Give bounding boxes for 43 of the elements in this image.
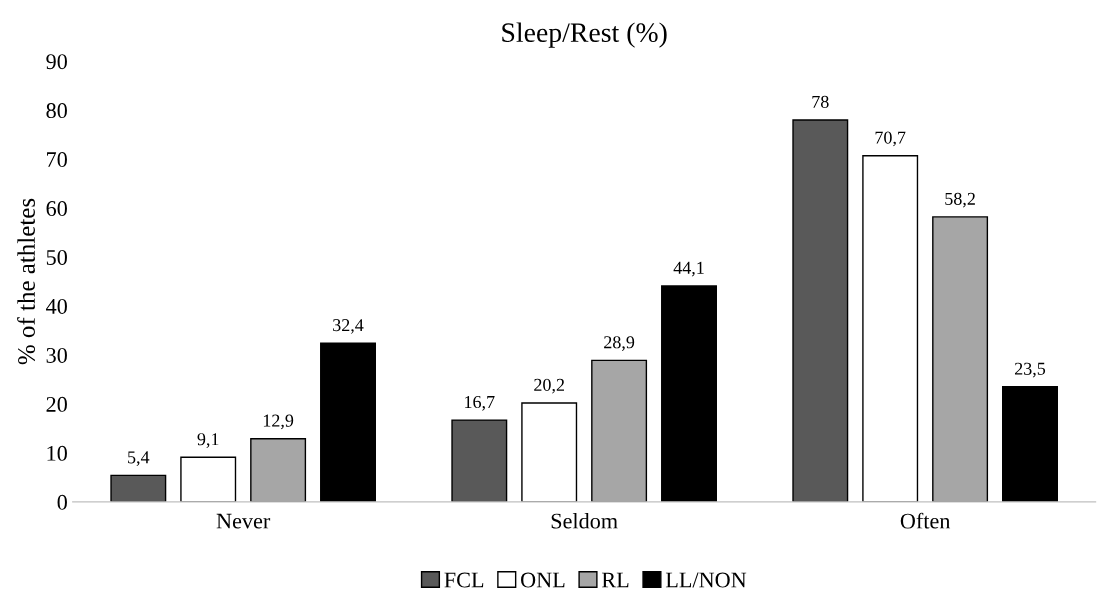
legend-label: LL/NON [665,572,747,588]
bar [862,154,919,502]
data-label: 12,9 [263,414,294,430]
bar [180,456,237,502]
y-tick-label: 40 [46,298,67,314]
y-tick-label: 80 [46,103,67,119]
bar [1002,386,1058,502]
bar [110,474,167,502]
data-label: 44,1 [673,261,704,277]
data-label: 28,9 [604,336,635,351]
legend-label: FCL [444,572,484,588]
y-tick-label: 20 [46,396,67,412]
data-label: 78 [812,95,829,108]
bar [661,285,717,502]
legend-label: RL [601,572,629,588]
y-tick-label: 50 [46,249,67,265]
y-tick-label: 10 [47,445,67,461]
bar [320,342,376,502]
legend-label: ONL [521,572,565,588]
x-tick-label: Seldom [551,512,618,529]
y-tick-label: 90 [46,54,67,70]
bar [932,216,989,502]
bar [451,419,508,502]
bar [521,402,578,502]
data-label: 70,7 [875,131,906,147]
data-label: 16,7 [465,395,495,411]
x-tick-label: Often [900,512,951,529]
bar [591,359,648,502]
y-tick-label: 30 [46,347,67,363]
y-axis-title: % of the athletes [17,198,36,365]
bar [792,119,849,502]
data-label: 9,1 [197,433,219,448]
data-label: 32,4 [333,319,364,334]
data-label: 23,5 [1014,362,1046,378]
bar [250,437,307,502]
y-tick-label: 0 [57,494,67,510]
data-label: 20,2 [534,378,565,394]
chart-title: Sleep/Rest (%) [502,22,667,48]
x-tick-label: Never [216,513,271,529]
y-tick-label: 70 [47,152,67,168]
data-label: 5,4 [128,451,150,466]
data-label: 58,2 [945,192,975,208]
y-tick-label: 60 [46,201,67,217]
